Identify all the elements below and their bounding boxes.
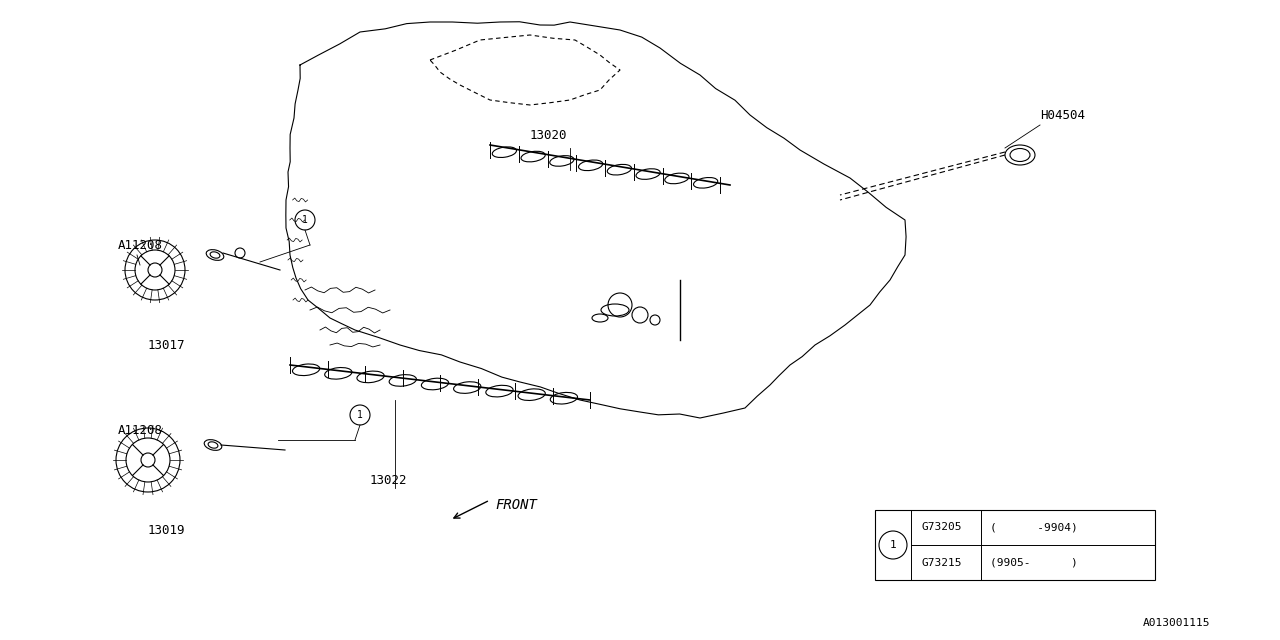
Text: FRONT: FRONT <box>495 498 536 512</box>
Text: A11208: A11208 <box>118 424 163 436</box>
Text: 1: 1 <box>302 215 308 225</box>
Text: 13022: 13022 <box>370 474 407 486</box>
Text: 13017: 13017 <box>148 339 186 351</box>
Bar <box>876 510 1155 580</box>
Text: A013001115: A013001115 <box>1143 618 1210 628</box>
Text: G73215: G73215 <box>922 557 961 568</box>
Text: (9905-      ): (9905- ) <box>989 557 1078 568</box>
Text: 1: 1 <box>357 410 364 420</box>
Text: 13019: 13019 <box>148 524 186 536</box>
Text: G73205: G73205 <box>922 522 961 532</box>
Text: (      -9904): ( -9904) <box>989 522 1078 532</box>
Text: 1: 1 <box>890 540 896 550</box>
Text: H04504: H04504 <box>1039 109 1085 122</box>
Text: A11208: A11208 <box>118 239 163 252</box>
Text: 13020: 13020 <box>530 129 567 141</box>
